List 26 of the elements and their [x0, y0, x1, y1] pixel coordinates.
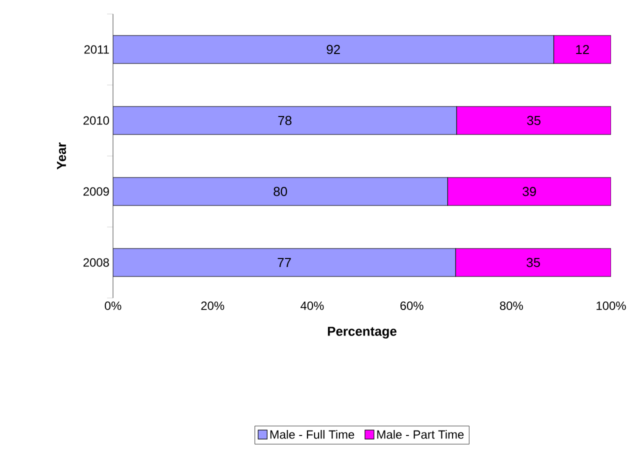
x-axis-title: Percentage — [328, 326, 396, 338]
x-tick-label: 40% — [300, 302, 324, 310]
y-tick-label: 2010 — [83, 116, 110, 125]
x-tick-label: 100% — [596, 302, 626, 310]
x-tick-label: 80% — [500, 302, 523, 310]
y-axis-title: Year — [57, 142, 66, 170]
annotation: 92 — [326, 44, 340, 54]
annotation: 39 — [522, 186, 536, 196]
y-tick-label: 2011 — [84, 45, 109, 54]
y-tick-label: 2008 — [83, 258, 109, 267]
y-tick-label: 2009 — [83, 187, 109, 196]
annotation: 77 — [278, 258, 291, 267]
legend-label: Male - Full Time — [270, 430, 354, 439]
x-tick-label: 20% — [201, 302, 224, 310]
legend-label: Male - Part Time — [377, 430, 464, 439]
annotation: 35 — [526, 258, 540, 268]
annotation: 80 — [274, 186, 288, 196]
annotation: 35 — [527, 116, 540, 126]
annotation: 12 — [576, 44, 589, 54]
bar — [113, 106, 457, 135]
annotation: 78 — [278, 116, 292, 126]
x-tick-label: 60% — [400, 302, 424, 310]
x-tick-label: 0% — [104, 302, 122, 310]
bar — [113, 177, 448, 206]
bar — [113, 248, 456, 277]
bar — [113, 35, 554, 64]
